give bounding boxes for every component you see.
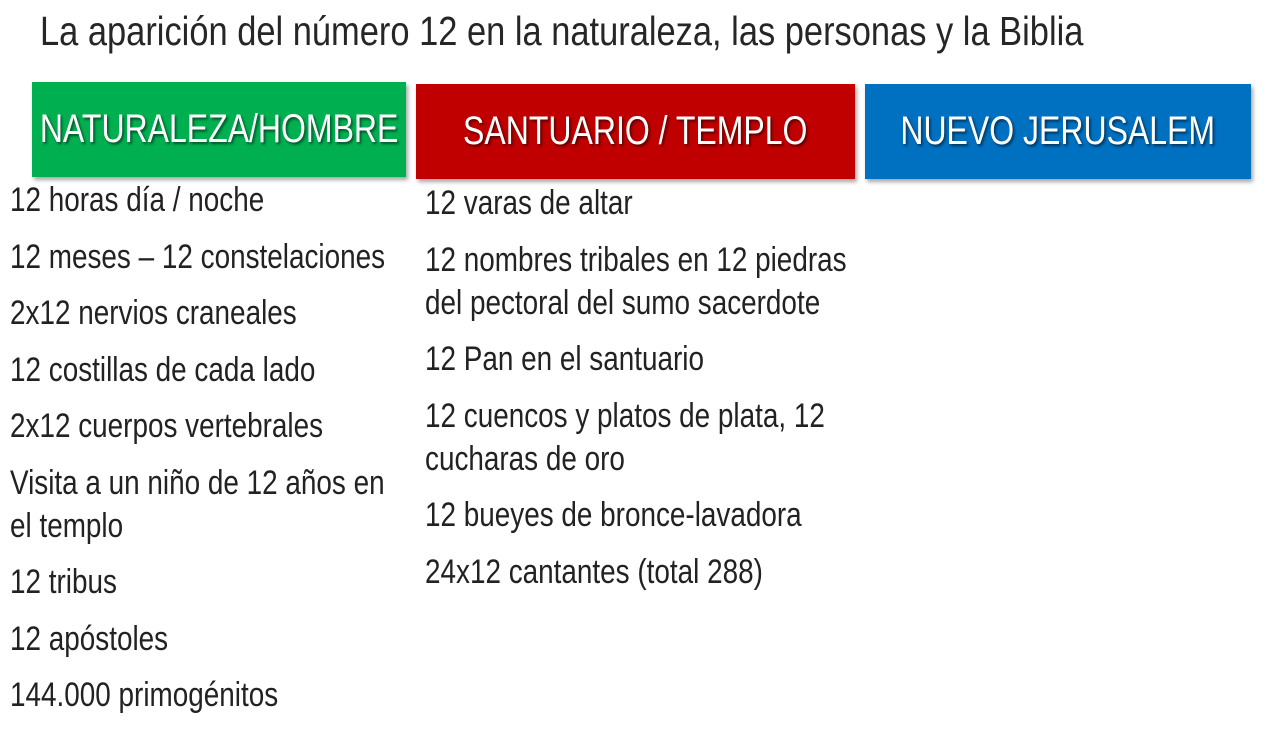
list-item: 12 Pan en el santuario	[425, 340, 705, 378]
list-item: 12 tribus	[10, 563, 117, 601]
header-santuario-templo: SANTUARIO / TEMPLO	[416, 84, 855, 179]
list-item: 12 varas de altar	[425, 184, 633, 222]
list-item: 12 apóstoles	[10, 619, 169, 658]
list-item: 24x12 cantantes (total 288)	[425, 552, 763, 591]
list-santuario-templo: 12 varas de altar 12 nombres tribales en …	[425, 182, 851, 607]
header-naturaleza-hombre: NATURALEZA/HOMBRE	[32, 82, 406, 177]
list-item: 12 cuencos y platos de plata, 12 cuchara…	[425, 396, 825, 478]
header-label: NUEVO JERUSALEM	[900, 109, 1216, 153]
list-item: 12 horas día / noche	[10, 181, 265, 219]
list-item: 12 meses – 12 constelaciones	[10, 237, 386, 276]
list-item: 144.000 primogénitos	[10, 676, 279, 714]
list-item: 12 nombres tribales en 12 piedras del pe…	[425, 240, 847, 322]
slide-title: La aparición del número 12 en la natural…	[40, 8, 1084, 54]
list-item: 12 costillas de cada lado	[10, 350, 316, 389]
list-item: Visita a un niño de 12 años en el templo	[10, 463, 385, 545]
header-nuevo-jerusalem: NUEVO JERUSALEM	[865, 84, 1251, 179]
header-label: SANTUARIO / TEMPLO	[463, 109, 808, 153]
list-item: 2x12 cuerpos vertebrales	[10, 407, 324, 445]
list-item: 12 bueyes de bronce-lavadora	[425, 496, 802, 534]
list-naturaleza-hombre: 12 horas día / noche 12 meses – 12 conste…	[10, 179, 408, 731]
header-label: NATURALEZA/HOMBRE	[39, 107, 399, 151]
list-item: 2x12 nervios craneales	[10, 294, 297, 332]
